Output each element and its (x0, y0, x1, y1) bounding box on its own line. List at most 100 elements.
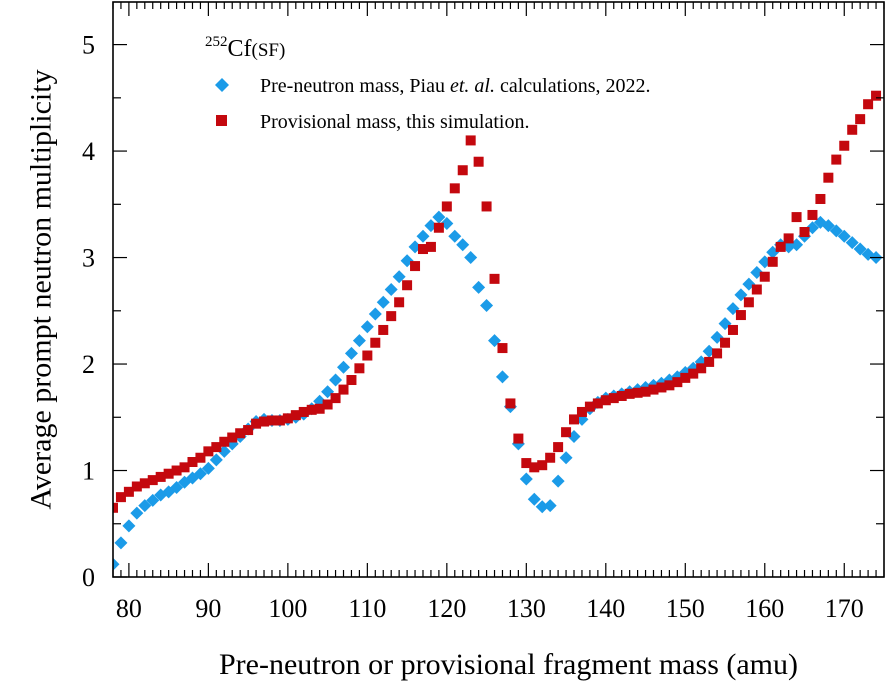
data-point-diamond (535, 500, 549, 514)
data-point-square (314, 403, 325, 414)
data-point-square (831, 154, 842, 165)
legend-label-simulation: Provisional mass, this simulation. (260, 111, 529, 133)
data-point-diamond (837, 229, 851, 243)
data-point-square (243, 425, 254, 436)
data-point-square (171, 465, 182, 476)
data-point-square (839, 140, 850, 151)
data-point-square (672, 377, 683, 388)
x-tick-label: 110 (348, 594, 386, 623)
x-tick-label: 150 (666, 594, 705, 623)
data-point-square (871, 90, 882, 101)
legend-title-sub: (SF) (252, 40, 286, 61)
data-point-diamond (201, 461, 215, 475)
data-point-diamond (392, 270, 406, 284)
data-point-diamond (432, 210, 446, 224)
data-point-diamond (821, 219, 835, 233)
data-point-square (155, 471, 166, 482)
data-point-diamond (845, 236, 859, 250)
data-point-square (712, 348, 723, 359)
data-point-diamond (113, 557, 120, 571)
data-point-diamond (384, 283, 398, 296)
data-point-square (195, 452, 206, 463)
data-point-square (330, 393, 341, 404)
data-point-square (457, 165, 468, 176)
legend-label-simulation-prefix: Provisional mass, this simulation. (260, 111, 529, 133)
data-point-diamond (519, 472, 533, 486)
data-point-square (561, 427, 572, 438)
legend-label-piau-italic: et. al. (450, 75, 495, 97)
series-simulation (113, 90, 882, 513)
legend-marker-diamond (215, 78, 229, 92)
data-point-square (441, 201, 452, 212)
data-point-diamond (480, 298, 494, 312)
data-point-square (735, 310, 746, 321)
data-point-diamond (829, 224, 843, 238)
data-point-square (378, 324, 389, 335)
legend-entry-simulation: Provisional mass, this simulation. (216, 111, 529, 133)
data-point-square (163, 468, 174, 479)
data-point-square (274, 415, 285, 426)
data-point-diamond (495, 370, 509, 384)
plot-frame (112, 1, 885, 578)
data-point-square (576, 406, 587, 417)
data-point-square (123, 486, 134, 497)
y-tick-label: 3 (82, 244, 95, 273)
legend-title-sup: 252 (205, 34, 228, 50)
data-point-square (481, 201, 492, 212)
data-point-square (346, 375, 357, 386)
data-point-diamond (376, 295, 390, 309)
data-point-diamond (337, 360, 351, 374)
data-point-square (497, 343, 508, 354)
data-point-diamond (344, 346, 358, 360)
data-point-diamond (456, 238, 470, 252)
data-point-square (179, 462, 190, 473)
y-tick-label: 4 (82, 137, 95, 166)
data-point-square (783, 233, 794, 244)
data-point-square (751, 284, 762, 295)
data-point-square (211, 442, 222, 453)
data-point-diamond (209, 453, 223, 467)
data-point-square (115, 492, 126, 503)
data-point-square (537, 460, 548, 471)
data-point-square (680, 372, 691, 383)
data-point-square (855, 114, 866, 125)
data-point-square (791, 212, 802, 223)
legend-entry-piau: Pre-neutron mass, Piau et. al. calculati… (215, 75, 651, 97)
legend-label-piau-suffix: calculations, 2022. (495, 75, 651, 97)
data-point-square (251, 418, 262, 429)
data-point-square (290, 410, 301, 421)
data-point-square (616, 390, 627, 401)
legend-title-main: Cf (228, 36, 252, 62)
series-piau (113, 210, 883, 571)
data-point-square (553, 442, 564, 453)
data-point-square (322, 399, 333, 410)
data-point-square (815, 193, 826, 204)
data-point-square (187, 457, 198, 467)
data-point-square (410, 261, 421, 272)
y-axis-title: Average prompt neutron multiplicity (25, 69, 58, 509)
data-point-square (799, 227, 810, 237)
data-point-diamond (416, 229, 430, 243)
data-point-square (767, 256, 778, 267)
data-point-square (727, 324, 738, 335)
x-tick-label: 120 (427, 594, 466, 623)
x-tick-label: 100 (268, 594, 307, 623)
legend-label-piau-prefix: Pre-neutron mass, Piau (260, 75, 450, 97)
data-point-square (513, 433, 524, 444)
data-point-square (139, 478, 150, 489)
data-point-square (775, 241, 786, 252)
axis-tick-labels: 80 90 100 110 120 130 140 150 160 170 0 1 2 3 4 5 (82, 31, 864, 623)
data-point-square (282, 413, 293, 424)
x-tick-label: 170 (825, 594, 864, 623)
data-points (113, 90, 883, 571)
data-point-square (203, 446, 214, 457)
data-point-square (489, 273, 500, 284)
data-point-diamond (170, 481, 184, 495)
data-point-square (505, 398, 516, 409)
data-point-square (529, 462, 540, 473)
y-tick-label: 0 (82, 563, 95, 592)
data-point-square (425, 241, 436, 252)
data-point-square (362, 350, 373, 361)
data-point-square (227, 432, 238, 443)
